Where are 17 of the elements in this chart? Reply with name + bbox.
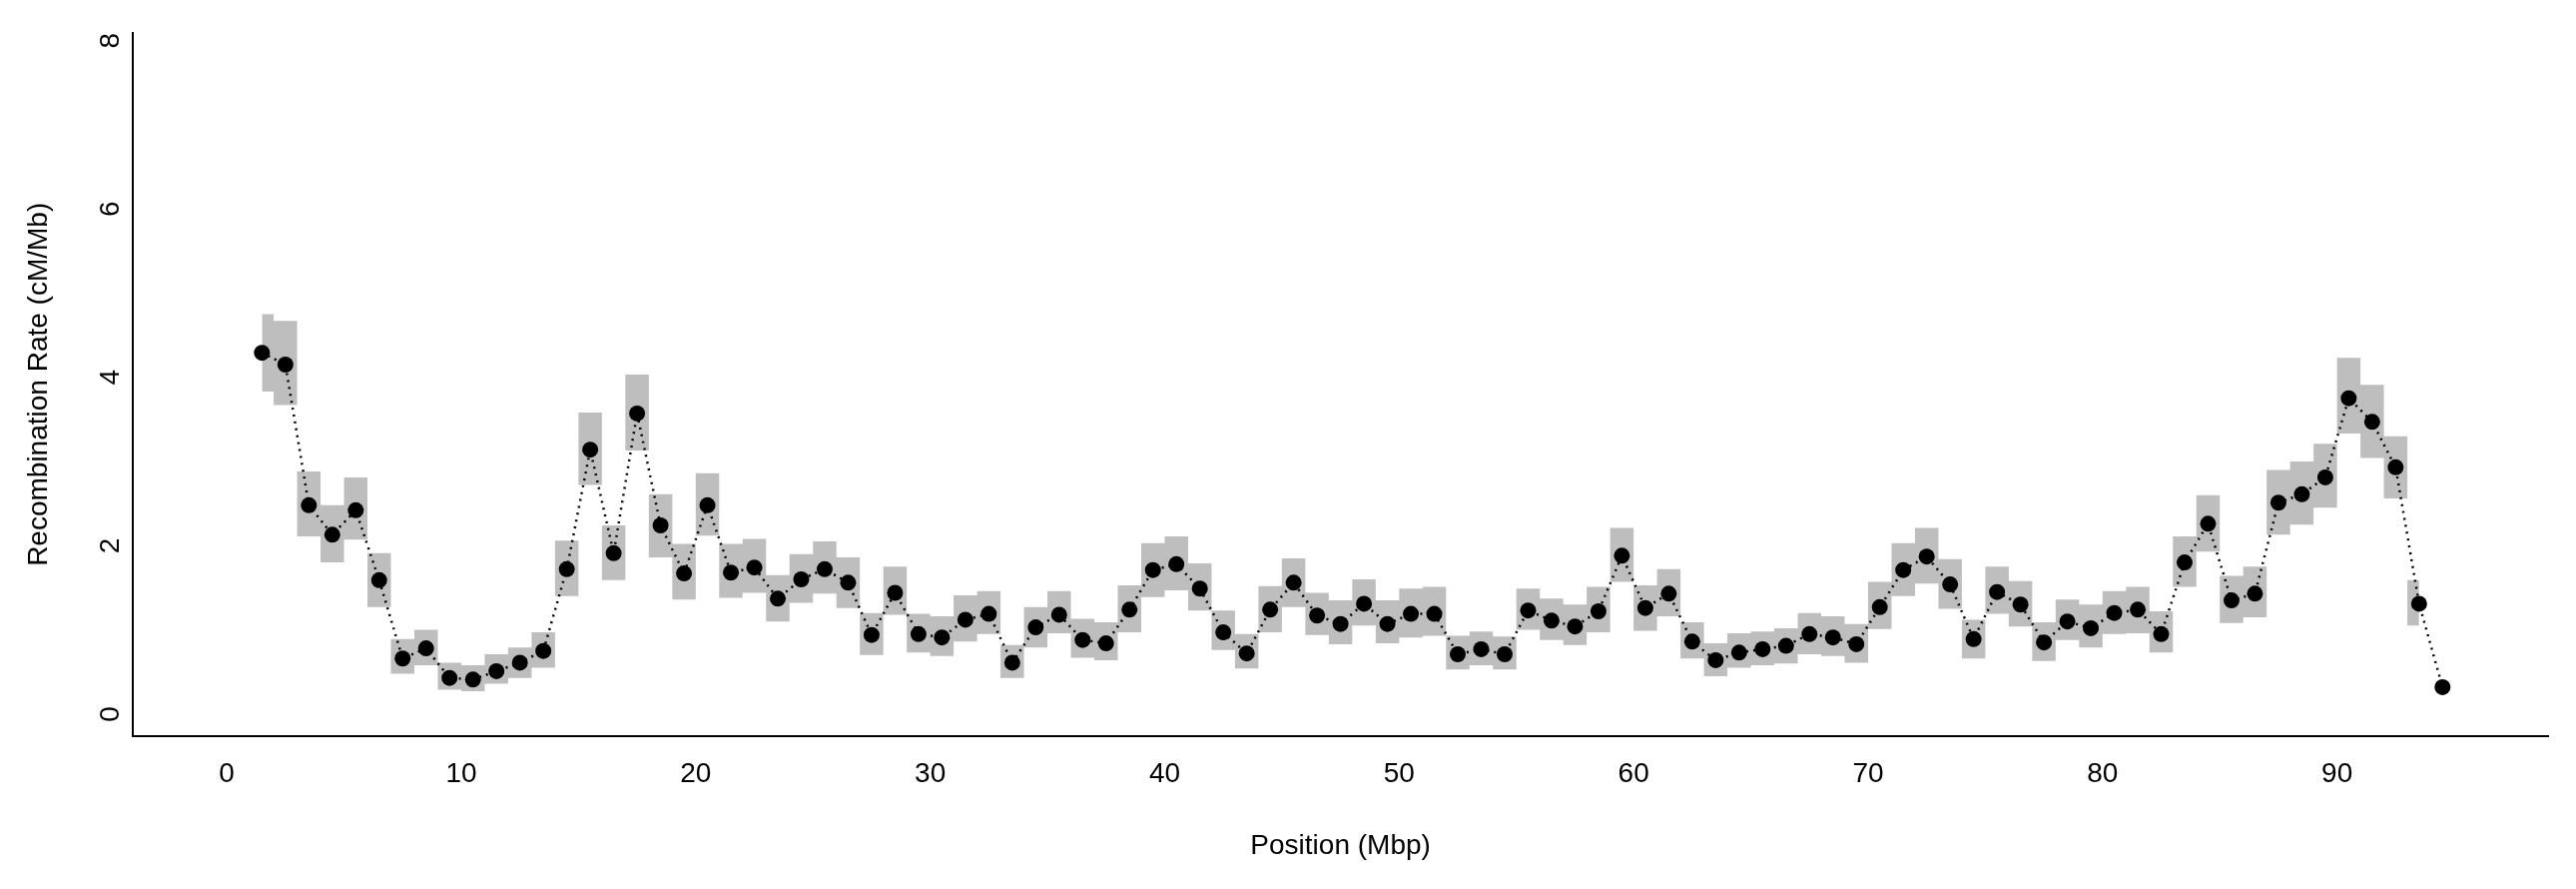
y-tick-label: 8 (93, 32, 125, 49)
x-tick-label: 80 (2087, 757, 2119, 789)
x-tick-label: 70 (1852, 757, 1884, 789)
x-tick-label: 20 (680, 757, 712, 789)
x-tick-label: 30 (915, 757, 947, 789)
y-tick-label: 0 (93, 706, 125, 722)
x-tick-label: 10 (445, 757, 477, 789)
x-axis-title: Position (Mbp) (1250, 828, 1431, 860)
x-tick-label: 0 (219, 757, 235, 789)
x-tick-label: 40 (1148, 757, 1181, 789)
y-tick-label: 6 (93, 201, 125, 217)
y-tick-label: 2 (93, 537, 125, 554)
x-tick-label: 60 (1617, 757, 1649, 789)
y-tick-label: 4 (93, 370, 125, 386)
x-tick-label: 90 (2321, 757, 2353, 789)
x-tick-label: 50 (1383, 757, 1415, 789)
y-axis-title: Recombination Rate (cM/Mb) (21, 202, 53, 566)
